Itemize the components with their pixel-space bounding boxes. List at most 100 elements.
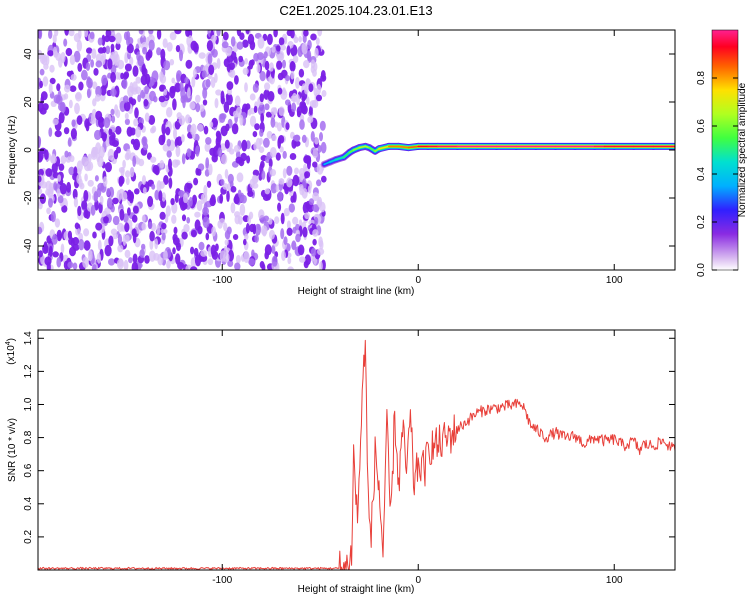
noise-speckle <box>290 195 295 203</box>
noise-speckle <box>239 203 246 216</box>
noise-speckle <box>286 45 291 56</box>
noise-speckle <box>161 232 166 241</box>
noise-speckle <box>118 175 125 185</box>
noise-speckle <box>172 98 177 111</box>
noise-speckle <box>141 243 146 250</box>
noise-speckle <box>230 36 236 47</box>
noise-speckle <box>38 150 44 161</box>
noise-speckle <box>317 196 323 208</box>
noise-speckle <box>108 258 115 266</box>
noise-speckle <box>304 86 309 95</box>
noise-speckle <box>181 231 188 240</box>
noise-speckle <box>277 72 284 81</box>
noise-speckle <box>195 102 201 113</box>
noise-speckle <box>285 122 290 130</box>
noise-speckle <box>94 129 102 141</box>
colorbar: 0.0 0.2 0.4 0.6 0.8 Normalized spectral ampl… <box>696 29 748 277</box>
noise-speckle <box>196 168 202 176</box>
noise-speckle <box>38 226 43 235</box>
noise-speckle <box>303 60 310 69</box>
noise-speckle <box>223 101 230 113</box>
noise-speckle <box>67 261 74 269</box>
noise-speckle <box>187 87 191 99</box>
noise-speckle <box>135 76 142 84</box>
noise-speckle <box>63 84 71 93</box>
noise-speckle <box>129 56 134 66</box>
noise-speckle <box>277 202 282 212</box>
noise-speckle <box>287 257 292 265</box>
noise-speckle <box>156 30 162 40</box>
noise-speckle <box>175 45 181 53</box>
noise-speckle <box>211 34 217 42</box>
noise-speckle <box>38 175 42 183</box>
noise-speckle <box>102 46 107 54</box>
noise-speckle <box>38 30 43 40</box>
noise-speckle <box>179 49 183 62</box>
noise-speckle <box>158 134 166 146</box>
noise-speckle <box>290 70 295 80</box>
noise-speckle <box>306 50 312 61</box>
noise-speckle <box>271 255 278 267</box>
y-tick-label: 1.2 <box>23 364 34 378</box>
noise-speckle <box>130 138 136 145</box>
noise-speckle <box>87 179 94 187</box>
spectrogram-y-ticks: -40 -20 0 20 40 <box>23 48 675 253</box>
noise-speckle <box>319 261 323 270</box>
noise-speckle <box>175 253 181 265</box>
noise-speckle <box>169 86 176 99</box>
noise-speckle <box>200 193 205 205</box>
noise-speckle <box>251 174 258 184</box>
noise-speckle <box>282 87 286 96</box>
noise-speckle <box>308 83 314 93</box>
noise-speckle <box>115 42 121 51</box>
noise-speckle <box>105 162 112 173</box>
y-tick-label: 1.0 <box>23 397 34 411</box>
noise-speckle <box>166 260 171 269</box>
noise-speckle <box>252 223 257 235</box>
y-tick-label: 1.4 <box>23 331 34 345</box>
noise-speckle <box>117 59 125 70</box>
noise-speckle <box>247 33 255 46</box>
noise-speckle <box>123 213 129 223</box>
noise-speckle <box>108 134 116 146</box>
noise-speckle <box>94 175 99 182</box>
noise-speckle <box>260 113 265 123</box>
noise-speckle <box>271 134 277 142</box>
noise-speckle <box>161 192 166 202</box>
noise-speckle <box>162 38 168 48</box>
noise-speckle <box>143 99 149 107</box>
noise-speckle <box>92 264 97 270</box>
noise-speckle <box>274 216 280 225</box>
noise-speckle <box>102 176 108 187</box>
noise-speckle <box>166 150 172 158</box>
signal-ridge-segment <box>329 158 337 163</box>
noise-speckle <box>208 163 213 176</box>
noise-speckle <box>286 177 293 188</box>
noise-speckle <box>50 210 56 223</box>
noise-speckle <box>115 125 122 135</box>
noise-speckle <box>286 165 293 176</box>
noise-speckle <box>175 121 181 130</box>
noise-speckle <box>269 169 277 177</box>
snr-frame <box>37 329 676 571</box>
noise-speckle <box>81 200 88 210</box>
noise-speckle <box>126 148 131 160</box>
noise-speckle <box>186 183 193 190</box>
noise-speckle <box>301 188 308 199</box>
signal-ridge-segment <box>368 146 376 152</box>
noise-speckle <box>183 223 190 233</box>
noise-speckle <box>132 155 137 167</box>
x-tick-label: 100 <box>606 575 623 586</box>
noise-speckle <box>293 140 301 147</box>
noise-speckle <box>252 83 259 93</box>
noise-speckle <box>304 171 311 179</box>
noise-speckle <box>298 184 304 192</box>
noise-speckle <box>291 92 298 103</box>
noise-speckle <box>317 30 323 37</box>
noise-speckle <box>45 180 52 191</box>
noise-speckle <box>216 132 222 143</box>
noise-speckle <box>175 159 181 166</box>
noise-speckle <box>298 68 305 78</box>
noise-speckle <box>159 181 165 189</box>
